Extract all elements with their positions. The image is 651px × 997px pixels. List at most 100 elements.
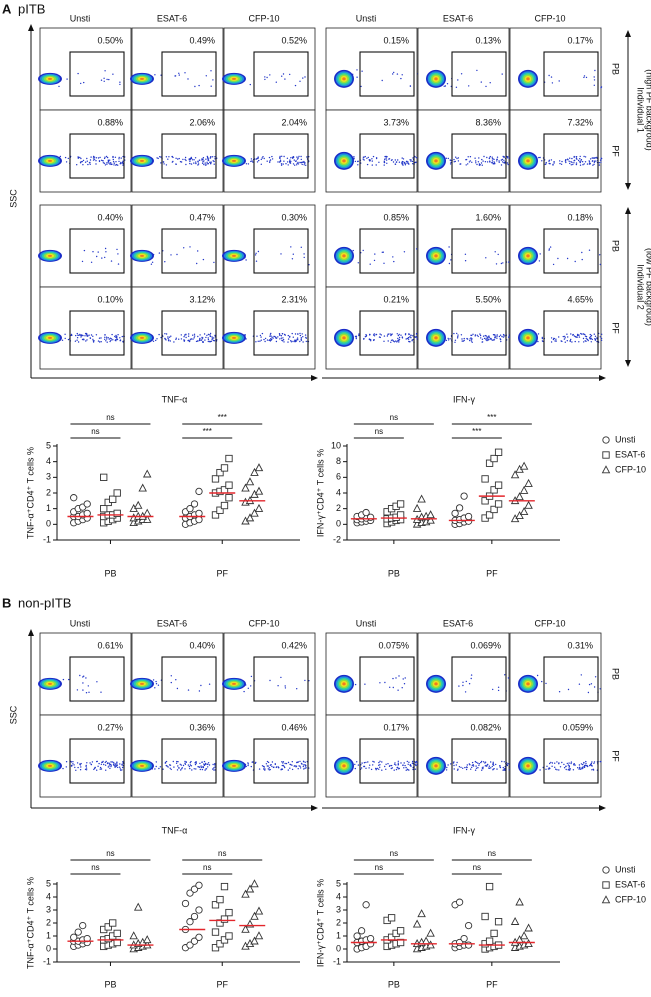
flow-event (568, 765, 571, 768)
flow-event (448, 262, 451, 265)
flow-event (498, 161, 500, 163)
flow-event (385, 157, 387, 159)
flow-event (575, 163, 578, 166)
flow-event (117, 253, 119, 255)
flow-event (281, 333, 284, 335)
flow-event (381, 79, 383, 82)
flow-event (283, 341, 285, 343)
flow-event (212, 339, 215, 342)
flow-event (563, 338, 566, 340)
flow-event (65, 761, 68, 763)
flow-event (582, 337, 585, 340)
flow-event (116, 763, 118, 765)
flow-event (200, 684, 202, 687)
flow-event (408, 769, 410, 771)
flow-event (571, 341, 573, 343)
gate-percent: 0.31% (567, 640, 593, 650)
flow-event (571, 161, 573, 164)
flow-event (468, 683, 471, 685)
flow-event (369, 263, 371, 265)
flow-event (86, 334, 88, 336)
flow-gate (451, 51, 507, 97)
flow-event (280, 335, 283, 337)
flow-event (565, 161, 567, 164)
flow-event (100, 691, 102, 693)
flow-event (269, 74, 271, 76)
flow-event (59, 155, 62, 158)
flow-event (257, 340, 259, 342)
flow-event (363, 159, 365, 161)
flow-event (275, 81, 277, 83)
flow-event (92, 159, 95, 161)
arrow-head (625, 207, 631, 214)
flow-event (180, 338, 183, 340)
flow-event (470, 768, 472, 770)
data-point (524, 939, 533, 948)
flow-event (485, 85, 487, 88)
y-tick-label: -1 (333, 956, 341, 966)
significance-label: ns (91, 427, 99, 436)
flow-event (115, 765, 118, 767)
flow-event (285, 163, 287, 165)
data-point (519, 931, 529, 940)
flow-event (120, 769, 122, 771)
flow-event (154, 687, 156, 689)
flow-event (84, 335, 86, 337)
flow-event (465, 158, 468, 161)
flow-event (206, 155, 208, 158)
flow-event (104, 338, 106, 340)
flow-event (196, 262, 198, 265)
flow-event (489, 82, 491, 84)
flow-gate (161, 51, 217, 97)
flow-event (578, 768, 580, 770)
flow-event (256, 335, 258, 337)
flow-event (286, 157, 289, 159)
flow-event (471, 766, 473, 769)
flow-event (596, 157, 598, 159)
flow-y-label: SSC (8, 705, 18, 724)
flow-event (294, 339, 296, 341)
flow-density (526, 254, 530, 258)
flow-event (567, 159, 569, 161)
flow-event (548, 162, 550, 165)
flow-event (169, 340, 171, 342)
flow-density (526, 159, 530, 163)
flow-event (87, 685, 90, 687)
flow-event (490, 767, 492, 769)
flow-event (263, 768, 265, 770)
flow-event (115, 336, 117, 338)
flow-event (395, 764, 397, 766)
flow-density (342, 159, 346, 163)
flow-event (383, 161, 386, 164)
flow-event (266, 760, 269, 763)
flow-event (465, 680, 467, 683)
flow-event (372, 334, 375, 336)
data-point (195, 881, 203, 889)
flow-event (109, 159, 111, 161)
flow-event (279, 160, 282, 162)
flow-event (589, 337, 591, 340)
legend-label: Unsti (615, 434, 636, 444)
flow-event (502, 769, 504, 771)
flow-event (177, 765, 179, 767)
y-tick-label: 5 (46, 440, 51, 450)
flow-event (388, 158, 391, 160)
flow-event (200, 765, 202, 767)
flow-event (450, 259, 452, 261)
flow-event (104, 334, 106, 336)
flow-event (189, 762, 191, 764)
significance-label: ns (390, 413, 398, 422)
flow-event (355, 336, 357, 338)
flow-event (546, 765, 548, 767)
flow-event (592, 768, 594, 770)
flow-event (207, 340, 209, 343)
flow-event (189, 159, 191, 161)
group-label: PF (486, 979, 498, 989)
flow-event (121, 161, 124, 164)
group-label: PB (388, 979, 400, 989)
data-point (186, 918, 194, 926)
flow-event (591, 761, 593, 763)
flow-x-label: IFN-γ (453, 394, 475, 404)
flow-event (295, 160, 297, 162)
flow-event (507, 763, 509, 765)
